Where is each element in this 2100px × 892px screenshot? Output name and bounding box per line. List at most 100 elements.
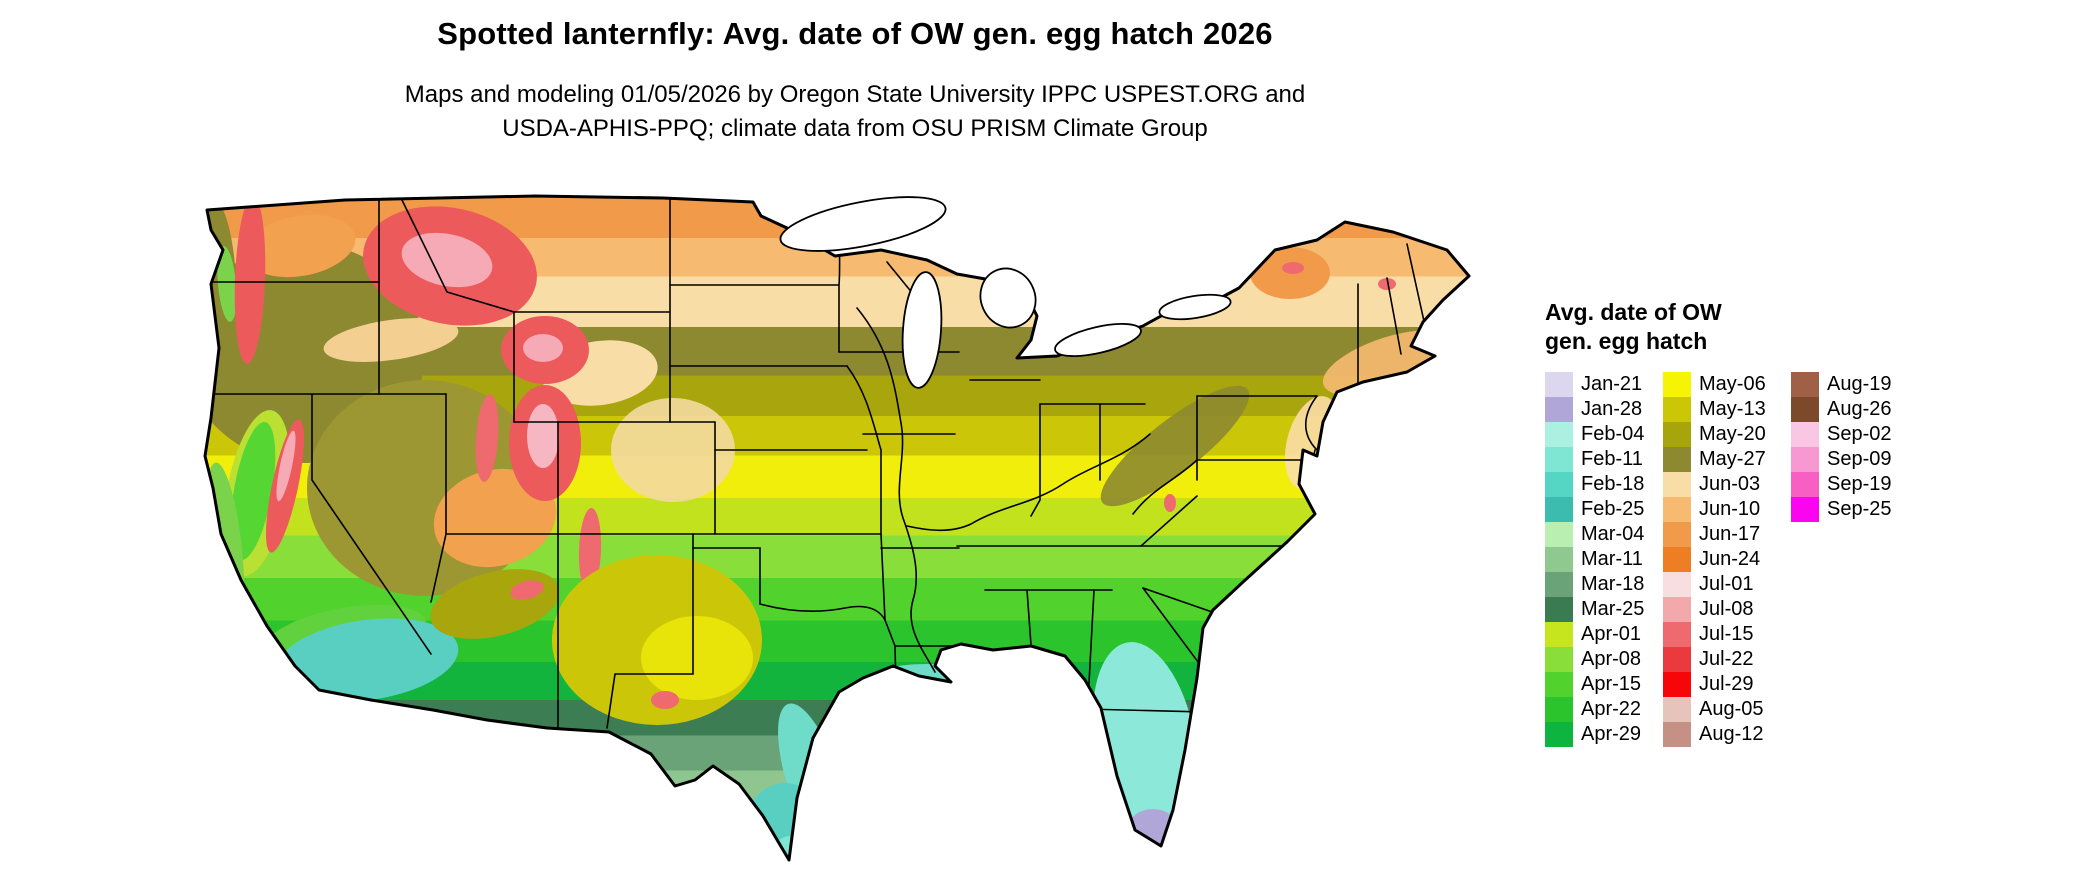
legend-label: Mar-04 [1581, 523, 1645, 545]
legend-entry: Jun-17 [1663, 522, 1791, 547]
legend-label: Apr-01 [1581, 623, 1642, 645]
legend-entry: Feb-18 [1545, 472, 1663, 497]
legend-label: Feb-11 [1581, 448, 1643, 470]
legend-swatch [1791, 472, 1819, 497]
legend-entry: Apr-22 [1545, 697, 1663, 722]
legend-swatch [1663, 572, 1691, 597]
legend-label: Jun-17 [1699, 523, 1761, 545]
legend-label: Sep-09 [1827, 448, 1892, 470]
legend-swatch [1791, 422, 1819, 447]
legend-entry: Jan-28 [1545, 397, 1663, 422]
legend-entry: Sep-25 [1791, 497, 1892, 522]
legend-entry: Apr-29 [1545, 722, 1663, 747]
us-outline [203, 194, 1471, 862]
legend-entry: Sep-19 [1791, 472, 1892, 497]
legend-entry: Feb-25 [1545, 497, 1663, 522]
lake-superior [779, 196, 947, 252]
legend-swatch [1545, 547, 1573, 572]
legend-label: Jul-08 [1699, 598, 1754, 620]
legend-swatch [1663, 722, 1691, 747]
legend-swatch [1663, 547, 1691, 572]
legend-swatch [1545, 447, 1573, 472]
legend-entry: Feb-11 [1545, 447, 1663, 472]
legend-swatch [1545, 722, 1573, 747]
legend-swatch [1791, 372, 1819, 397]
legend-entry: Mar-11 [1545, 547, 1663, 572]
legend-swatch [1791, 447, 1819, 472]
legend-entry: Jul-29 [1663, 672, 1791, 697]
legend-label: Jan-21 [1581, 373, 1643, 395]
legend-entry: Apr-15 [1545, 672, 1663, 697]
legend-swatch [1663, 622, 1691, 647]
subtitle: Maps and modeling 01/05/2026 by Oregon S… [0, 78, 1710, 146]
legend-entry: Mar-04 [1545, 522, 1663, 547]
legend-entry: Apr-08 [1545, 647, 1663, 672]
legend-entry: Jul-22 [1663, 647, 1791, 672]
legend-entry: Jul-15 [1663, 622, 1791, 647]
legend-title-line-2: gen. egg hatch [1545, 328, 1708, 354]
legend-title-line-1: Avg. date of OW [1545, 299, 1722, 325]
legend-swatch [1545, 397, 1573, 422]
legend-entry: May-13 [1663, 397, 1791, 422]
legend-columns: Jan-21 Jan-28 Feb-04 Feb-11 Feb-18 Feb-25 Mar-… [1545, 372, 1892, 747]
legend-label: Sep-25 [1827, 498, 1892, 520]
legend-swatch [1545, 647, 1573, 672]
legend-label: Feb-04 [1581, 423, 1645, 445]
legend-swatch [1545, 472, 1573, 497]
legend-swatch [1545, 422, 1573, 447]
legend-label: Sep-02 [1827, 423, 1892, 445]
legend-entry: Jul-08 [1663, 597, 1791, 622]
legend-label: Apr-15 [1581, 673, 1642, 695]
legend-swatch [1545, 572, 1573, 597]
legend-label: Jul-15 [1699, 623, 1754, 645]
legend-swatch [1791, 497, 1819, 522]
legend-entry: Mar-25 [1545, 597, 1663, 622]
legend-swatch [1663, 647, 1691, 672]
legend-swatch [1663, 497, 1691, 522]
legend-swatch [1663, 597, 1691, 622]
legend-swatch [1545, 697, 1573, 722]
lake-michigan [901, 271, 943, 389]
legend-label: Feb-25 [1581, 498, 1645, 520]
legend-label: Jun-03 [1699, 473, 1761, 495]
legend-label: Jan-28 [1581, 398, 1643, 420]
legend-swatch [1663, 472, 1691, 497]
legend-column: Jan-21 Jan-28 Feb-04 Feb-11 Feb-18 Feb-25 Mar-… [1545, 372, 1663, 747]
legend-label: Sep-19 [1827, 473, 1892, 495]
legend-label: Aug-12 [1699, 723, 1764, 745]
legend-entry: Jun-24 [1663, 547, 1791, 572]
legend-label: Apr-29 [1581, 723, 1642, 745]
legend-label: Jun-24 [1699, 548, 1761, 570]
legend-entry: Aug-26 [1791, 397, 1892, 422]
lake-erie [1054, 323, 1142, 357]
legend-label: Jul-29 [1699, 673, 1754, 695]
legend-label: Apr-08 [1581, 648, 1642, 670]
legend-entry: Jul-01 [1663, 572, 1791, 597]
legend-swatch [1545, 372, 1573, 397]
legend-label: May-06 [1699, 373, 1766, 395]
legend-swatch [1545, 522, 1573, 547]
legend-label: Mar-25 [1581, 598, 1645, 620]
legend-label: Aug-19 [1827, 373, 1892, 395]
legend: Avg. date of OW gen. egg hatch Jan-21 Jan… [1545, 298, 1892, 747]
legend-swatch [1663, 397, 1691, 422]
legend-entry: Apr-01 [1545, 622, 1663, 647]
legend-swatch [1663, 697, 1691, 722]
legend-swatch [1663, 372, 1691, 397]
us-map [195, 188, 1505, 883]
legend-label: May-27 [1699, 448, 1766, 470]
legend-label: Mar-11 [1581, 548, 1643, 570]
legend-swatch [1545, 622, 1573, 647]
legend-swatch [1663, 447, 1691, 472]
legend-swatch [1663, 522, 1691, 547]
legend-swatch [1545, 597, 1573, 622]
legend-swatch [1545, 497, 1573, 522]
subtitle-line-1: Maps and modeling 01/05/2026 by Oregon S… [404, 81, 1306, 108]
subtitle-line-2: USDA-APHIS-PPQ; climate data from OSU PR… [502, 115, 1208, 142]
legend-entry: Mar-18 [1545, 572, 1663, 597]
legend-title: Avg. date of OW gen. egg hatch [1545, 298, 1892, 356]
legend-swatch [1663, 672, 1691, 697]
legend-column: May-06 May-13 May-20 May-27 Jun-03 Jun-10 Jun-… [1663, 372, 1791, 747]
lake-huron [979, 267, 1037, 329]
